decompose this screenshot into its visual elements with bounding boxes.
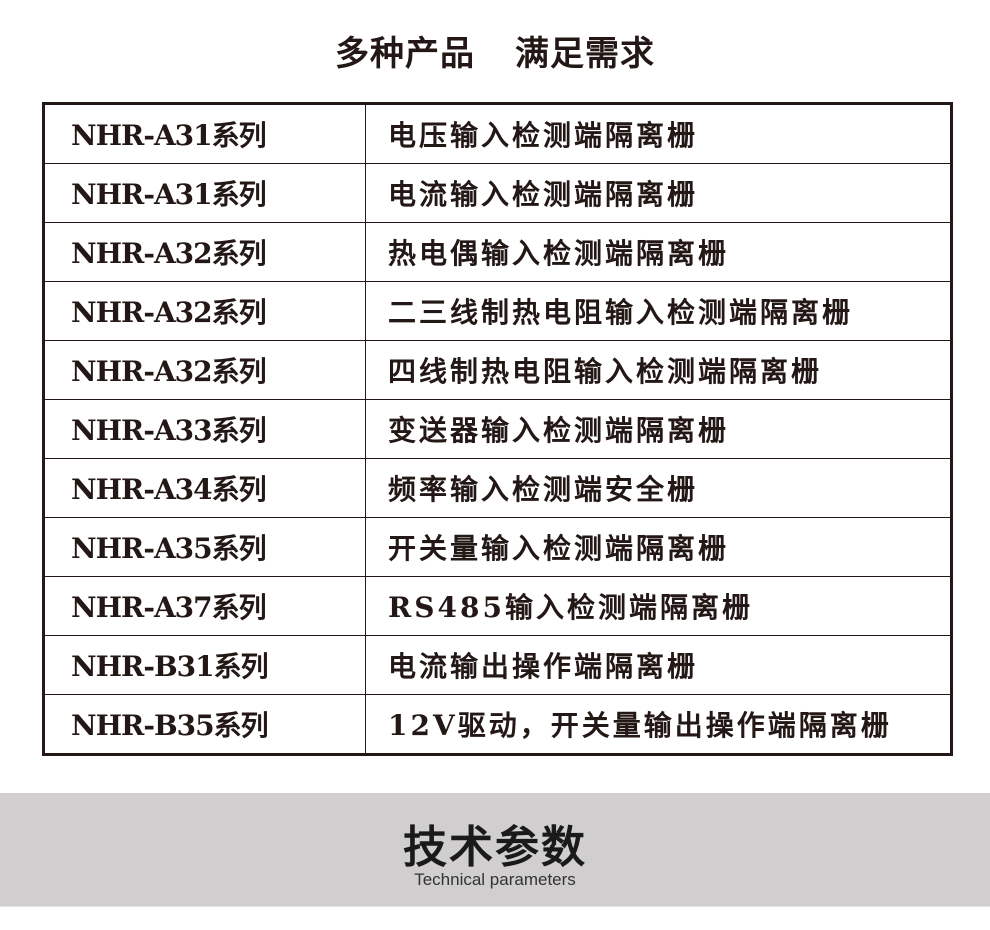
series-cell: NHR-A32系列 xyxy=(43,222,366,282)
table-row: NHR-B35系列 12V驱动，开关量输出操作端隔离栅 xyxy=(43,694,952,755)
table-row: NHR-A37系列 RS485输入检测端隔离栅 xyxy=(43,576,952,636)
description-cell: 频率输入检测端安全栅 xyxy=(365,458,952,518)
description-cell: 电压输入检测端隔离栅 xyxy=(365,103,952,164)
title-left: 多种产品 xyxy=(335,34,475,74)
section-banner: 技术参数 Technical parameters xyxy=(0,793,990,907)
section-subtitle: Technical parameters xyxy=(414,870,576,889)
series-cell: NHR-A31系列 xyxy=(43,103,366,164)
table-row: NHR-A31系列 电压输入检测端隔离栅 xyxy=(43,103,952,164)
description-cell: 电流输出操作端隔离栅 xyxy=(365,635,952,695)
section-title: 技术参数 xyxy=(403,822,587,873)
description-cell: 电流输入检测端隔离栅 xyxy=(365,163,952,223)
page-title: 多种产品 满足需求 xyxy=(0,26,990,75)
table-row: NHR-A32系列 热电偶输入检测端隔离栅 xyxy=(43,222,952,282)
series-cell: NHR-A33系列 xyxy=(43,399,366,459)
title-right: 满足需求 xyxy=(515,34,655,74)
series-cell: NHR-B35系列 xyxy=(43,694,366,755)
description-cell: 12V驱动，开关量输出操作端隔离栅 xyxy=(365,694,952,755)
series-cell: NHR-A35系列 xyxy=(43,517,366,577)
description-cell: 二三线制热电阻输入检测端隔离栅 xyxy=(365,281,952,341)
series-cell: NHR-A31系列 xyxy=(43,163,366,223)
series-cell: NHR-B31系列 xyxy=(43,635,366,695)
description-cell: 变送器输入检测端隔离栅 xyxy=(365,399,952,459)
table-row: NHR-A34系列 频率输入检测端安全栅 xyxy=(43,458,952,518)
series-cell: NHR-A32系列 xyxy=(43,281,366,341)
series-cell: NHR-A32系列 xyxy=(43,340,366,400)
table-row: NHR-A32系列 四线制热电阻输入检测端隔离栅 xyxy=(43,340,952,400)
series-cell: NHR-A37系列 xyxy=(43,576,366,636)
description-cell: RS485输入检测端隔离栅 xyxy=(365,576,952,636)
description-cell: 热电偶输入检测端隔离栅 xyxy=(365,222,952,282)
table-row: NHR-B31系列 电流输出操作端隔离栅 xyxy=(43,635,952,695)
table-row: NHR-A35系列 开关量输入检测端隔离栅 xyxy=(43,517,952,577)
product-table: NHR-A31系列 电压输入检测端隔离栅 NHR-A31系列 电流输入检测端隔离栅 NH… xyxy=(42,102,953,756)
series-cell: NHR-A34系列 xyxy=(43,458,366,518)
table-row: NHR-A32系列 二三线制热电阻输入检测端隔离栅 xyxy=(43,281,952,341)
description-cell: 四线制热电阻输入检测端隔离栅 xyxy=(365,340,952,400)
table-row: NHR-A33系列 变送器输入检测端隔离栅 xyxy=(43,399,952,459)
table-row: NHR-A31系列 电流输入检测端隔离栅 xyxy=(43,163,952,223)
description-cell: 开关量输入检测端隔离栅 xyxy=(365,517,952,577)
